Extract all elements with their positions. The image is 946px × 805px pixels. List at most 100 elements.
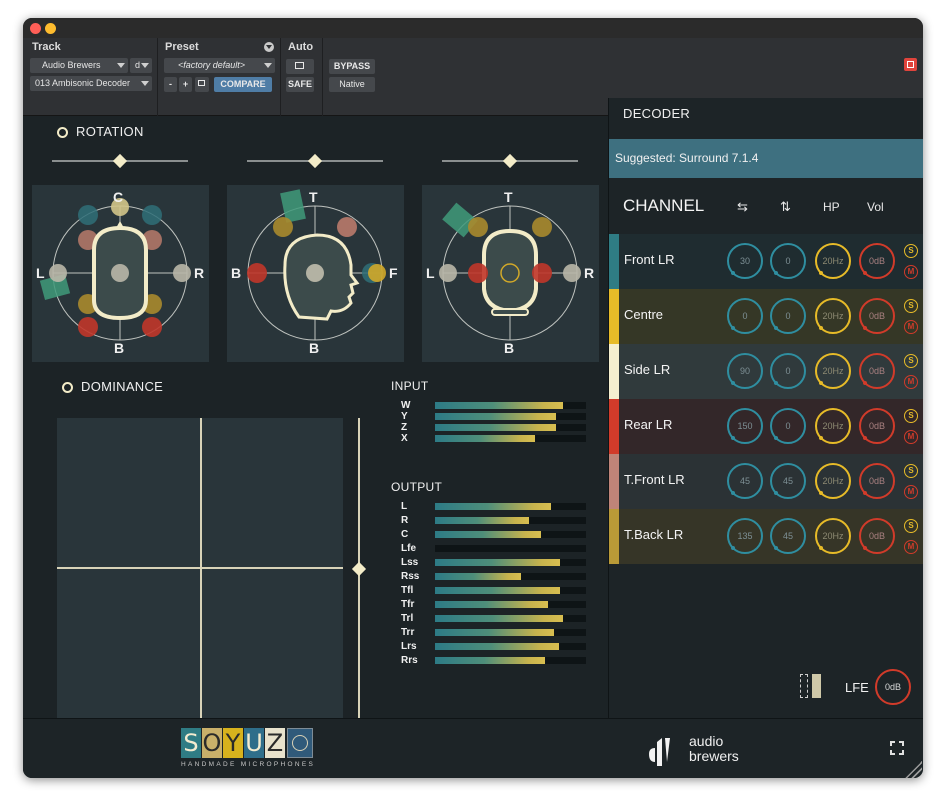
insert-dropdown[interactable]: 013 Ambisonic Decoder — [30, 76, 152, 91]
meter-track — [435, 402, 586, 409]
channel-row[interactable]: Side LR 90 0 20Hz 0dB S M — [609, 344, 923, 399]
lfe-crossover-icon[interactable] — [800, 672, 826, 700]
record-target-button[interactable] — [904, 58, 917, 71]
rotation-slider-yaw[interactable] — [52, 153, 188, 169]
mute-button[interactable]: M — [904, 540, 918, 554]
mute-button[interactable]: M — [904, 375, 918, 389]
channel-row[interactable]: Rear LR 150 0 20Hz 0dB S M — [609, 399, 923, 454]
mute-button[interactable]: M — [904, 485, 918, 499]
side-view-sphere[interactable]: T B F B — [227, 185, 404, 362]
lfe-vol-knob[interactable]: 0dB — [875, 669, 911, 705]
azimuth-knob[interactable]: 0 — [727, 298, 763, 334]
azimuth-knob[interactable]: 45 — [727, 463, 763, 499]
elevation-knob[interactable]: 45 — [770, 518, 806, 554]
rotation-slider-pitch[interactable] — [247, 153, 383, 169]
bypass-button[interactable]: BYPASS — [329, 59, 375, 74]
track-label: Track — [32, 41, 61, 53]
azimuth-knob[interactable]: 30 — [727, 243, 763, 279]
azimuth-knob[interactable]: 150 — [727, 408, 763, 444]
track-name-dropdown[interactable]: Audio Brewers — [30, 58, 128, 73]
expand-icon[interactable] — [890, 741, 904, 755]
meter-track — [435, 573, 586, 580]
resize-grip-icon[interactable] — [904, 761, 922, 778]
vol-knob[interactable]: 0dB — [859, 353, 895, 389]
copy-settings-button[interactable] — [195, 77, 209, 92]
dominance-toggle[interactable] — [62, 382, 73, 393]
dominance-vertical-slider[interactable] — [351, 418, 367, 720]
preset-prev-button[interactable]: - — [164, 77, 177, 92]
safe-button[interactable]: SAFE — [286, 77, 314, 92]
meter-level-bar — [435, 657, 545, 664]
vol-knob[interactable]: 0dB — [859, 518, 895, 554]
close-window-button[interactable] — [30, 23, 41, 34]
mute-button[interactable]: M — [904, 430, 918, 444]
preset-menu-button[interactable] — [264, 42, 274, 52]
suggested-layout-bar[interactable]: Suggested: Surround 7.1.4 — [609, 139, 923, 178]
vol-knob[interactable]: 0dB — [859, 408, 895, 444]
elevation-knob[interactable]: 0 — [770, 298, 806, 334]
knob-indicator — [774, 326, 778, 330]
azimuth-knob[interactable]: 90 — [727, 353, 763, 389]
elevation-knob[interactable]: 0 — [770, 408, 806, 444]
hp-knob[interactable]: 20Hz — [815, 463, 851, 499]
elevation-knob[interactable]: 0 — [770, 243, 806, 279]
meter-track — [435, 517, 586, 524]
knob-indicator — [731, 491, 735, 495]
hp-knob[interactable]: 20Hz — [815, 518, 851, 554]
vol-knob[interactable]: 0dB — [859, 463, 895, 499]
rotation-slider-roll[interactable] — [442, 153, 578, 169]
vol-knob[interactable]: 0dB — [859, 243, 895, 279]
automation-window-button[interactable] — [286, 59, 314, 74]
azimuth-knob[interactable]: 135 — [727, 518, 763, 554]
channel-row[interactable]: Centre 0 0 20Hz 0dB S M — [609, 289, 923, 344]
track-suffix-dropdown[interactable]: d — [130, 58, 152, 73]
hp-knob[interactable]: 20Hz — [815, 408, 851, 444]
slider-knob[interactable] — [351, 561, 367, 577]
knob-indicator — [863, 381, 867, 385]
preset-label: Preset — [165, 41, 199, 53]
view2-left-label: B — [231, 265, 242, 281]
channel-row[interactable]: Front LR 30 0 20Hz 0dB S M — [609, 234, 923, 289]
slider-knob[interactable] — [502, 153, 518, 169]
native-button[interactable]: Native — [329, 77, 375, 92]
minimize-window-button[interactable] — [45, 23, 56, 34]
hp-knob[interactable]: 20Hz — [815, 298, 851, 334]
solo-button[interactable]: S — [904, 519, 918, 533]
auto-label: Auto — [288, 41, 314, 53]
plugin-window: Track Audio Brewers d 013 Ambisonic Deco… — [23, 18, 923, 778]
top-view-sphere[interactable]: C L R B — [32, 185, 209, 362]
solo-button[interactable]: S — [904, 299, 918, 313]
preset-dropdown[interactable]: <factory default> — [164, 58, 275, 73]
meter-track — [435, 559, 586, 566]
meter-label: Trr — [401, 627, 415, 638]
knob-indicator — [731, 381, 735, 385]
elevation-knob[interactable]: 45 — [770, 463, 806, 499]
solo-button[interactable]: S — [904, 464, 918, 478]
rotation-toggle[interactable] — [57, 127, 68, 138]
front-view-sphere[interactable]: T L R B — [422, 185, 599, 362]
channel-row[interactable]: T.Back LR 135 45 20Hz 0dB S M — [609, 509, 923, 564]
compare-button[interactable]: COMPARE — [214, 77, 272, 92]
hp-knob[interactable]: 20Hz — [815, 353, 851, 389]
up-down-icon: ⇅ — [780, 199, 791, 214]
dominance-xy-pad[interactable] — [57, 418, 343, 720]
vol-header: Vol — [867, 200, 884, 214]
slider-knob[interactable] — [112, 153, 128, 169]
meter-track — [435, 629, 586, 636]
channel-row[interactable]: T.Front LR 45 45 20Hz 0dB S M — [609, 454, 923, 509]
mute-button[interactable]: M — [904, 265, 918, 279]
hp-knob[interactable]: 20Hz — [815, 243, 851, 279]
view3-top-label: T — [504, 189, 513, 205]
vol-knob[interactable]: 0dB — [859, 298, 895, 334]
solo-button[interactable]: S — [904, 354, 918, 368]
preset-next-button[interactable]: + — [179, 77, 192, 92]
elevation-knob[interactable]: 0 — [770, 353, 806, 389]
mute-button[interactable]: M — [904, 320, 918, 334]
slider-knob[interactable] — [307, 153, 323, 169]
solo-button[interactable]: S — [904, 244, 918, 258]
meter-track — [435, 413, 586, 420]
solo-button[interactable]: S — [904, 409, 918, 423]
meter-level-bar — [435, 531, 541, 538]
meter-level-bar — [435, 413, 556, 420]
view1-left-label: L — [36, 265, 45, 281]
